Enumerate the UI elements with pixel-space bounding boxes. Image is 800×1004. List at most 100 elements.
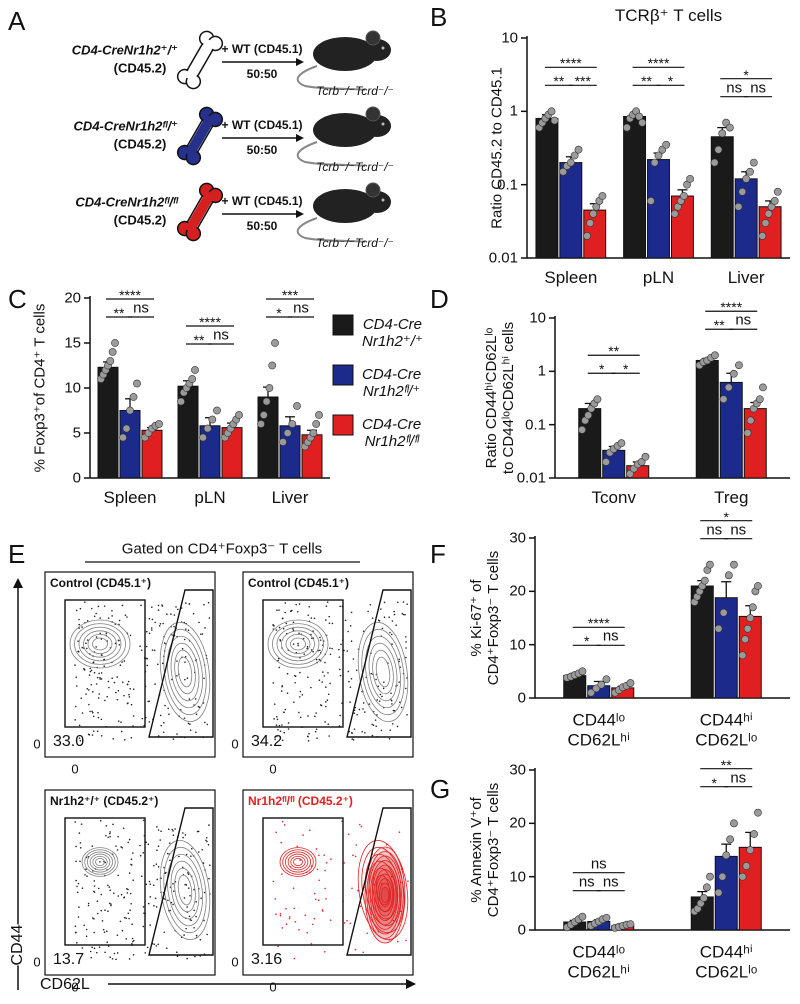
event [308, 605, 311, 608]
event [168, 713, 170, 716]
event [130, 902, 132, 905]
event [315, 712, 317, 714]
event [85, 693, 87, 695]
event [151, 649, 154, 651]
label: (CD45.2) [113, 60, 167, 76]
data-point [129, 393, 138, 401]
x-tick-label: CD44ʰⁱ CD62Lˡᵒ [695, 710, 758, 749]
event [74, 664, 76, 666]
event [355, 844, 358, 846]
significance-label: **** [720, 299, 743, 316]
event [187, 872, 189, 874]
event [308, 829, 311, 832]
event [279, 730, 282, 732]
event [91, 734, 94, 736]
event [321, 910, 324, 912]
arrow-head [296, 134, 304, 142]
data-point [646, 197, 655, 205]
event [114, 642, 117, 645]
contours [267, 619, 409, 723]
event [201, 633, 204, 635]
event [131, 943, 133, 945]
event [189, 918, 192, 921]
flow-title: Gated on CD4⁺Foxp3⁻ T cells [121, 540, 323, 558]
event [293, 907, 296, 910]
event [306, 647, 308, 650]
event [120, 730, 123, 733]
bar [738, 846, 762, 931]
event [112, 892, 115, 895]
data-point [235, 411, 243, 419]
event [325, 605, 328, 607]
event [93, 885, 96, 887]
event [123, 694, 125, 697]
event [381, 627, 384, 630]
event [322, 671, 324, 673]
legend-label: CD4-Cre Nr1h2ᶠˡ/ᶠˡ [362, 415, 422, 450]
event [331, 647, 333, 650]
event [325, 701, 327, 703]
event [297, 644, 299, 647]
event [184, 883, 186, 886]
event [160, 724, 163, 727]
event [157, 845, 160, 847]
event [393, 613, 396, 616]
bone [176, 106, 224, 166]
event [93, 880, 96, 882]
event [196, 830, 199, 833]
event [128, 693, 130, 696]
event [142, 906, 145, 908]
event [97, 887, 100, 890]
y-axis-label: % Annexin V⁺of CD4⁺Foxp3⁻ T cells [467, 782, 502, 918]
data-point [602, 913, 611, 922]
label: 50:50 [246, 143, 278, 158]
event [405, 641, 407, 643]
bone-edge [186, 194, 204, 224]
event [100, 654, 103, 656]
event [119, 920, 122, 923]
event [198, 621, 200, 624]
contour [87, 851, 114, 873]
event [97, 716, 100, 719]
event [90, 607, 93, 610]
event [87, 733, 90, 736]
y-tick-label: 30 [509, 529, 526, 547]
event [184, 678, 186, 681]
data-point [635, 112, 644, 121]
event [279, 912, 282, 915]
event [397, 601, 399, 604]
event [92, 691, 94, 693]
event [326, 699, 329, 702]
event [81, 887, 84, 890]
event [126, 702, 129, 705]
event [299, 859, 301, 862]
event [108, 902, 111, 905]
bar [647, 159, 670, 259]
event [116, 698, 119, 701]
mouse-eye [381, 46, 385, 50]
data-point [764, 209, 773, 218]
event [159, 623, 162, 625]
data-point [754, 582, 762, 590]
event [208, 617, 211, 619]
event [362, 708, 364, 710]
event [325, 619, 327, 621]
contours [81, 839, 211, 941]
event [359, 823, 361, 826]
event [90, 956, 93, 959]
event [132, 715, 135, 717]
event [281, 927, 284, 929]
event [97, 605, 100, 608]
event [405, 647, 407, 649]
event [401, 612, 404, 615]
data-point [741, 635, 750, 644]
gate [262, 817, 344, 946]
data-point [155, 420, 163, 428]
contour [84, 849, 116, 875]
event [282, 627, 285, 630]
significance-label: ns [602, 627, 619, 645]
event [106, 695, 108, 698]
data-point [598, 192, 607, 200]
event [121, 681, 124, 684]
event [374, 719, 377, 721]
